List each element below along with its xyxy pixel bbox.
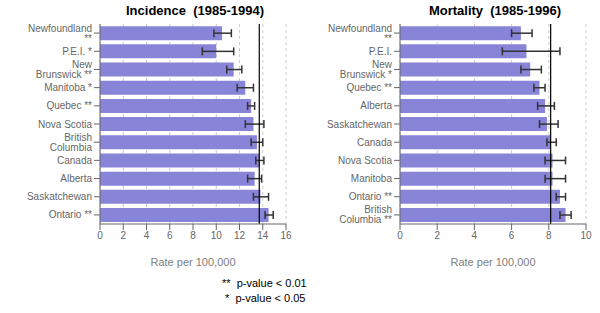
svg-text:6: 6 xyxy=(509,230,515,241)
svg-text:10: 10 xyxy=(580,230,592,241)
svg-text:Nova Scotia: Nova Scotia xyxy=(38,119,92,130)
svg-text:10: 10 xyxy=(211,230,223,241)
svg-text:Nova Scotia: Nova Scotia xyxy=(338,155,392,166)
svg-text:Canada: Canada xyxy=(57,155,92,166)
svg-text:Newfoundland**: Newfoundland** xyxy=(28,23,92,44)
svg-text:Ontario **: Ontario ** xyxy=(349,191,392,202)
svg-text:2: 2 xyxy=(120,230,126,241)
svg-text:Rate per 100,000: Rate per 100,000 xyxy=(450,256,535,268)
svg-text:Saskatchewan: Saskatchewan xyxy=(27,191,92,202)
svg-text:14: 14 xyxy=(257,230,269,241)
svg-text:P.E.I.: P.E.I. xyxy=(369,46,392,57)
svg-text:NewBrunswick **: NewBrunswick ** xyxy=(36,59,93,80)
svg-text:Quebec **: Quebec ** xyxy=(46,100,92,111)
html-text:Incidence (1985-1994): Incidence (1985-1994) xyxy=(126,3,264,18)
svg-text:Quebec **: Quebec ** xyxy=(346,82,392,93)
svg-text:8: 8 xyxy=(546,230,552,241)
svg-text:Ontario **: Ontario ** xyxy=(49,209,92,220)
svg-text:4: 4 xyxy=(144,230,150,241)
svg-text:NewBrunswick *: NewBrunswick * xyxy=(340,59,393,80)
svg-text:8: 8 xyxy=(190,230,196,241)
svg-text:Manitoba *: Manitoba * xyxy=(44,82,92,93)
svg-text:Alberta: Alberta xyxy=(360,100,392,111)
svg-text:P.E.I. *: P.E.I. * xyxy=(62,46,92,57)
svg-text:Newfoundland**: Newfoundland** xyxy=(328,23,392,44)
svg-text:0: 0 xyxy=(97,230,103,241)
svg-text:BritishColumbia **: BritishColumbia ** xyxy=(339,204,392,225)
svg-text:2: 2 xyxy=(434,230,440,241)
svg-text:4: 4 xyxy=(472,230,478,241)
svg-text:Saskatchewan: Saskatchewan xyxy=(327,119,392,130)
html-text:** p-value < 0.01: ** p-value < 0.01 xyxy=(222,277,307,289)
svg-text:BritishColumbia: BritishColumbia xyxy=(50,132,93,153)
svg-text:12: 12 xyxy=(234,230,246,241)
svg-text:0: 0 xyxy=(397,230,403,241)
svg-text:Manitoba: Manitoba xyxy=(351,173,393,184)
svg-text:6: 6 xyxy=(167,230,173,241)
html-text:Mortality (1985-1996): Mortality (1985-1996) xyxy=(428,3,562,18)
svg-text:Alberta: Alberta xyxy=(60,173,92,184)
svg-text:16: 16 xyxy=(280,230,292,241)
svg-text:Rate per 100,000: Rate per 100,000 xyxy=(150,256,235,268)
html-text:* p-value < 0.05: * p-value < 0.05 xyxy=(222,292,306,304)
svg-text:Canada: Canada xyxy=(357,137,392,148)
